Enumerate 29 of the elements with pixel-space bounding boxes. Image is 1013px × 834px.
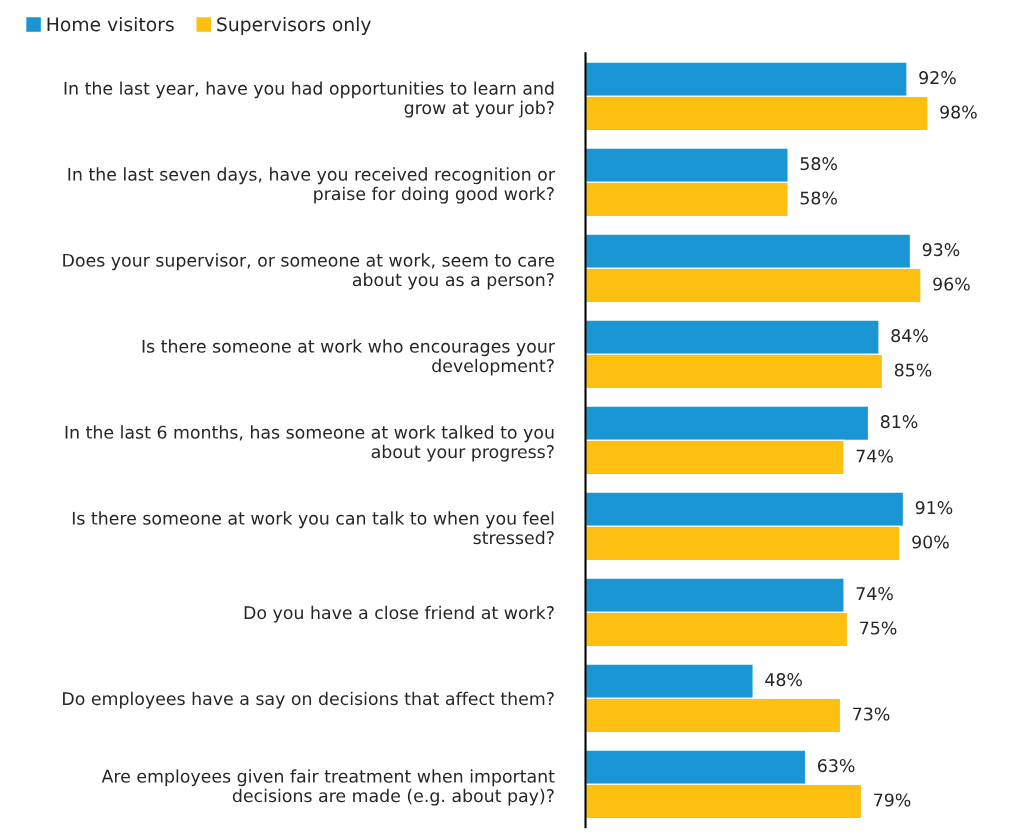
data-label: 91% bbox=[915, 501, 953, 515]
y-tick-label: Are employees given fair treatment when important decisions are made (e.g. about pay)? bbox=[101, 769, 555, 806]
data-label: 85% bbox=[894, 363, 932, 377]
data-label: 74% bbox=[856, 587, 893, 601]
data-label: 84% bbox=[891, 329, 928, 343]
y-tick-label: In the last year, have you had opportunities to learn and grow at your job? bbox=[64, 81, 554, 118]
data-label: 73% bbox=[853, 707, 890, 721]
data-label: 81% bbox=[880, 415, 918, 429]
data-label: 63% bbox=[818, 759, 855, 773]
y-tick-label: Is there someone at work you can talk to when you feel stressed? bbox=[72, 511, 554, 545]
y-tick-label: Do you have a close friend at work? bbox=[244, 605, 554, 623]
y-tick-label: Does your supervisor, or someone at work, seem to care about you as a person? bbox=[63, 253, 555, 290]
data-label: 92% bbox=[919, 71, 956, 85]
y-tick-label: In the last seven days, have you received recognition or praise for doing good work? bbox=[68, 167, 555, 204]
data-label: 98% bbox=[940, 105, 977, 119]
legend-label: Supervisors only bbox=[217, 16, 371, 36]
data-label: 96% bbox=[933, 277, 970, 291]
data-label: 75% bbox=[860, 621, 897, 635]
y-tick-label: Is there someone at work who encourages your development? bbox=[142, 339, 555, 376]
data-label: 48% bbox=[765, 673, 803, 687]
data-label: 58% bbox=[800, 191, 837, 205]
data-label: 74% bbox=[856, 449, 893, 463]
data-label: 90% bbox=[912, 535, 949, 549]
legend-label: Home visitors bbox=[47, 16, 174, 32]
y-tick-label: In the last 6 months, has someone at work talked to you about your progress? bbox=[65, 425, 554, 462]
data-label: 58% bbox=[800, 157, 837, 171]
data-label: 93% bbox=[922, 243, 960, 257]
y-tick-label: Do employees have a say on decisions that affect them? bbox=[63, 691, 554, 709]
data-label: 79% bbox=[874, 793, 911, 807]
